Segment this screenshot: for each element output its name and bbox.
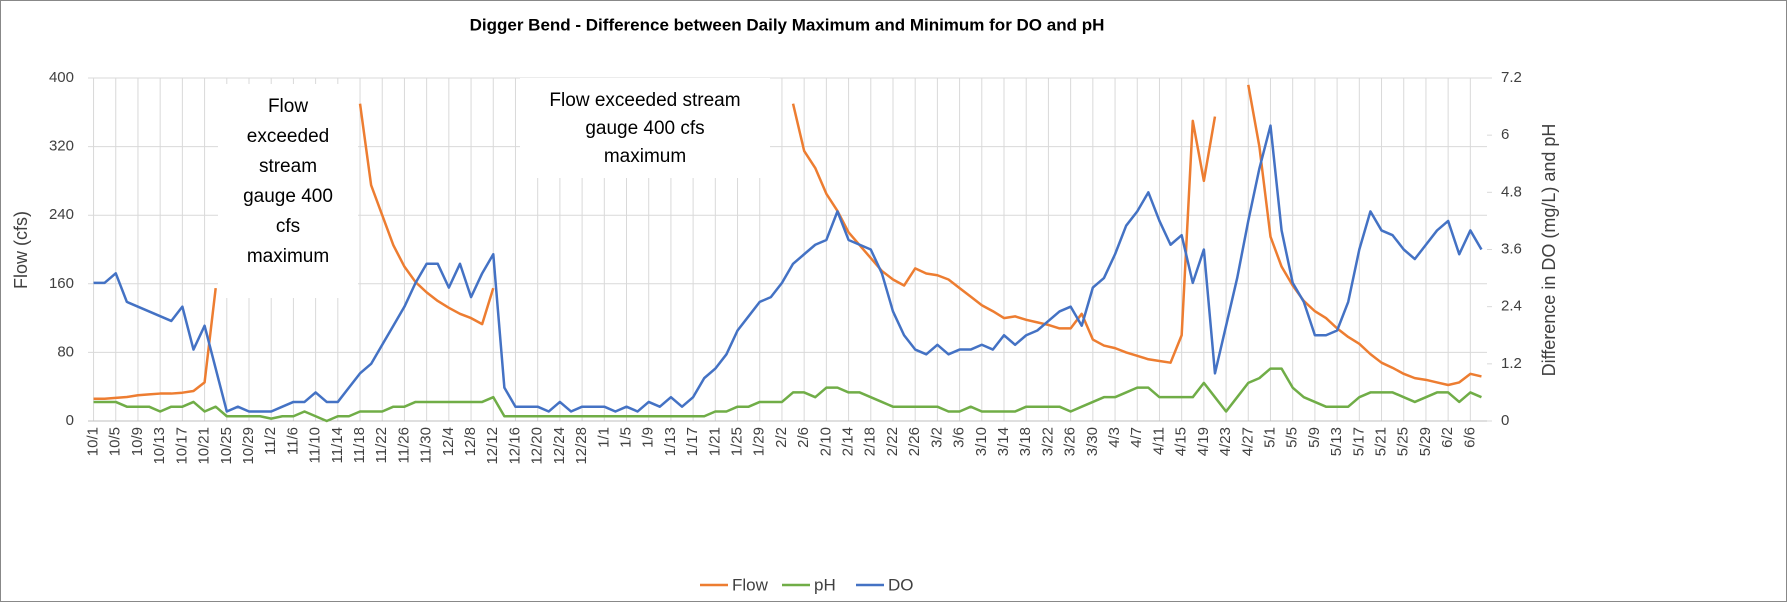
y2-tick-label: 3.6 xyxy=(1501,240,1522,257)
y-tick-label: 80 xyxy=(57,343,74,360)
legend-label: DO xyxy=(888,575,914,594)
x-tick-label: 4/11 xyxy=(1150,427,1167,455)
annotation-text: maximum xyxy=(604,146,686,167)
x-tick-label: 1/1 xyxy=(595,427,612,448)
x-tick-label: 3/22 xyxy=(1039,427,1056,456)
y2-tick-label: 1.2 xyxy=(1501,355,1522,372)
x-tick-label: 12/28 xyxy=(573,427,590,465)
x-tick-label: 11/6 xyxy=(284,427,301,455)
x-tick-label: 2/18 xyxy=(862,427,879,456)
annotation-text: Flow exceeded stream xyxy=(549,90,740,111)
y2-axis-label: Difference in DO (mg/L) and pH xyxy=(1539,124,1559,377)
x-tick-label: 5/5 xyxy=(1284,427,1301,448)
x-tick-label: 3/18 xyxy=(1017,427,1034,456)
x-tick-label: 3/6 xyxy=(951,427,968,448)
x-tick-label: 1/9 xyxy=(640,427,657,448)
x-tick-label: 3/14 xyxy=(995,427,1012,456)
x-tick-label: 2/2 xyxy=(773,427,790,448)
x-tick-label: 5/25 xyxy=(1395,427,1412,456)
x-tick-label: 2/6 xyxy=(795,427,812,448)
x-tick-label: 11/30 xyxy=(418,427,435,463)
x-tick-label: 3/10 xyxy=(973,427,990,456)
annotation-text: exceeded xyxy=(247,126,329,147)
x-tick-label: 11/10 xyxy=(307,427,324,463)
legend-label: pH xyxy=(814,575,836,594)
annotation-text: maximum xyxy=(247,246,329,267)
y2-tick-label: 6 xyxy=(1501,126,1509,143)
x-tick-label: 10/17 xyxy=(173,427,190,465)
y2-tick-label: 0 xyxy=(1501,412,1509,429)
annotation-box xyxy=(218,84,358,298)
x-tick-label: 5/29 xyxy=(1417,427,1434,456)
y-tick-label: 160 xyxy=(49,275,74,292)
x-tick-label: 1/21 xyxy=(706,427,723,456)
y-tick-label: 320 xyxy=(49,138,74,155)
x-tick-label: 11/26 xyxy=(395,427,412,463)
x-tick-label: 6/2 xyxy=(1439,427,1456,448)
chart-title: Digger Bend - Difference between Daily M… xyxy=(470,15,1105,34)
y2-tick-label: 4.8 xyxy=(1501,183,1522,200)
x-tick-label: 10/21 xyxy=(196,427,213,465)
x-tick-label: 1/29 xyxy=(751,427,768,456)
y2-tick-label: 2.4 xyxy=(1501,298,1522,315)
y-tick-label: 400 xyxy=(49,69,74,86)
annotation-text: stream xyxy=(259,156,317,177)
x-tick-label: 12/24 xyxy=(551,427,568,465)
y2-tick-label: 7.2 xyxy=(1501,69,1522,86)
x-tick-label: 12/4 xyxy=(440,427,457,456)
x-tick-label: 12/16 xyxy=(506,427,523,465)
x-tick-label: 10/1 xyxy=(85,427,102,456)
x-tick-label: 10/13 xyxy=(151,427,168,465)
x-tick-label: 12/12 xyxy=(484,427,501,465)
x-tick-label: 11/14 xyxy=(329,427,346,463)
x-tick-label: 11/22 xyxy=(373,427,390,463)
x-tick-label: 12/8 xyxy=(462,427,479,456)
x-tick-label: 4/15 xyxy=(1173,427,1190,456)
x-tick-label: 1/13 xyxy=(662,427,679,456)
annotation-text: cfs xyxy=(276,216,300,237)
series-line xyxy=(93,367,1482,423)
x-tick-label: 3/26 xyxy=(1062,427,1079,456)
y-tick-label: 240 xyxy=(49,206,74,223)
x-tick-label: 5/13 xyxy=(1328,427,1345,456)
y-tick-label: 0 xyxy=(66,412,74,429)
x-tick-label: 1/17 xyxy=(684,427,701,456)
x-tick-label: 1/5 xyxy=(617,427,634,448)
x-tick-label: 4/7 xyxy=(1128,427,1145,448)
x-tick-label: 6/6 xyxy=(1461,427,1478,448)
x-tick-label: 2/10 xyxy=(817,427,834,456)
x-tick-label: 1/25 xyxy=(729,427,746,456)
x-tick-label: 4/23 xyxy=(1217,427,1234,456)
series-line xyxy=(93,124,1483,413)
x-tick-label: 12/20 xyxy=(529,427,546,465)
x-tick-label: 2/14 xyxy=(840,427,857,456)
x-tick-label: 10/9 xyxy=(129,427,146,456)
x-tick-label: 4/27 xyxy=(1239,427,1256,456)
x-tick-label: 5/17 xyxy=(1350,427,1367,456)
x-tick-label: 11/18 xyxy=(351,427,368,463)
x-tick-label: 3/30 xyxy=(1084,427,1101,456)
annotation-text: gauge 400 cfs xyxy=(585,118,704,139)
x-tick-label: 4/19 xyxy=(1195,427,1212,456)
x-tick-label: 5/9 xyxy=(1306,427,1323,448)
x-tick-label: 2/26 xyxy=(906,427,923,456)
annotation-box xyxy=(520,78,770,178)
y-axis-label: Flow (cfs) xyxy=(11,211,31,289)
x-tick-label: 2/22 xyxy=(884,427,901,456)
legend-label: Flow xyxy=(732,575,769,594)
x-tick-label: 10/5 xyxy=(107,427,124,456)
x-tick-label: 5/21 xyxy=(1372,427,1389,456)
x-tick-label: 10/29 xyxy=(240,427,257,465)
x-tick-label: 4/3 xyxy=(1106,427,1123,448)
annotation-text: gauge 400 xyxy=(243,186,333,207)
x-tick-label: 3/2 xyxy=(928,427,945,448)
annotation-text: Flow xyxy=(268,96,308,117)
x-tick-label: 10/25 xyxy=(218,427,235,465)
x-tick-label: 11/2 xyxy=(262,427,279,455)
x-tick-label: 5/1 xyxy=(1261,427,1278,448)
